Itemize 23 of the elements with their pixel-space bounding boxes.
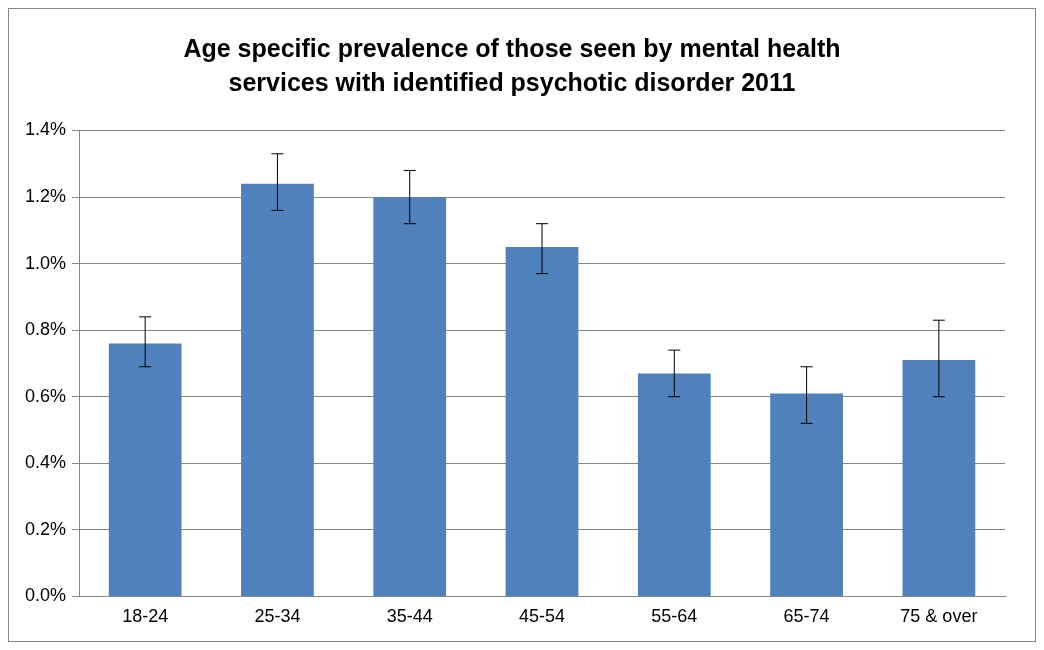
x-tick-label: 45-54 [518, 606, 566, 627]
x-tick-label: 35-44 [386, 606, 433, 627]
bar [373, 197, 447, 596]
bar [770, 393, 843, 596]
x-tick-label: 55-64 [651, 606, 698, 627]
y-tick-label: 1.2% [25, 186, 67, 207]
y-tick-label: 0.8% [25, 319, 67, 340]
chart-title: Age specific prevalence of those seen by mental health services with identified psychotic disorder 2011 [183, 33, 841, 96]
x-tick-label: 75 & over [900, 606, 978, 627]
bar [902, 360, 976, 596]
y-tick-label: 1.0% [25, 252, 67, 273]
y-tick-label: 0.4% [25, 452, 67, 473]
x-tick-label: 25-34 [254, 606, 301, 627]
bar [241, 183, 314, 596]
bar [108, 343, 182, 596]
x-tick-label: 65-74 [783, 606, 830, 627]
y-tick-label: 1.4% [25, 119, 67, 140]
bar [505, 246, 579, 596]
y-tick-label: 0.6% [25, 385, 67, 406]
x-tick-label: 18-24 [122, 606, 169, 627]
bar [637, 373, 711, 596]
y-tick-label: 0.2% [25, 518, 67, 539]
y-tick-label: 0.0% [25, 585, 67, 606]
